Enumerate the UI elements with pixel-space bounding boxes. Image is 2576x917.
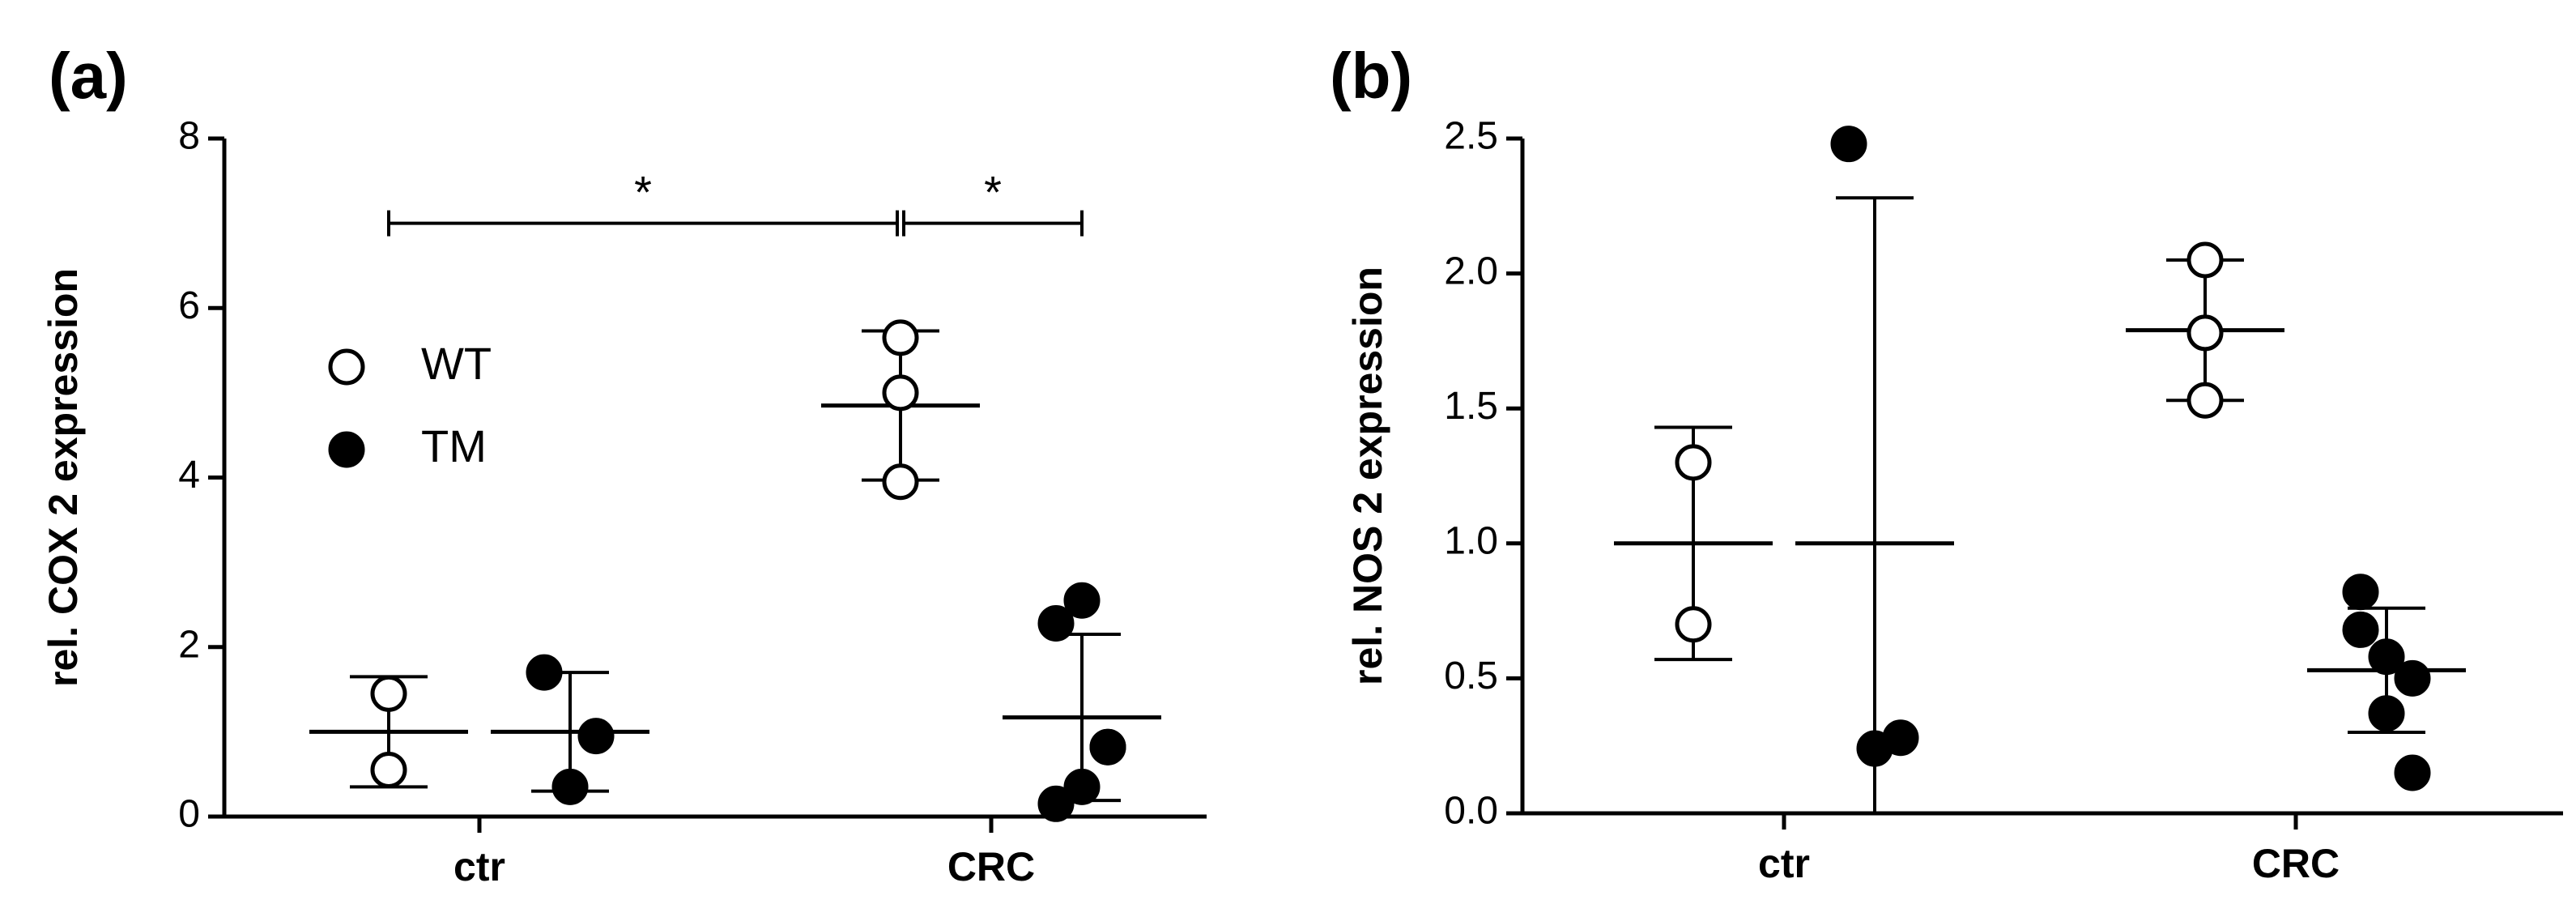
data-point [1063, 768, 1101, 805]
data-point [1830, 126, 1867, 163]
data-point [1675, 444, 1712, 481]
y-tick-label: 0.0 [1444, 790, 1498, 833]
panel: (b) rel. NOS 2 expression 0.0 0.5 1.0 1.5 2.0 2… [1330, 40, 2563, 886]
data-point [526, 654, 563, 691]
x-tick-label: CRC [947, 844, 1035, 889]
data-point [1037, 604, 1075, 642]
data-point [2394, 754, 2431, 791]
legend-label: WT [421, 338, 492, 389]
x-tick-label: ctr [1758, 841, 1810, 886]
data-point [2368, 638, 2405, 676]
data-point [551, 768, 589, 805]
data-point [1037, 785, 1075, 822]
data-point [370, 675, 407, 712]
data-point [2186, 314, 2224, 352]
y-tick-label: 0.5 [1444, 655, 1498, 697]
panel-label: (a) [49, 40, 128, 112]
data-point [2394, 659, 2431, 697]
y-tick-label: 2.0 [1444, 250, 1498, 292]
y-tick-label: 0 [178, 793, 200, 836]
panel-label: (b) [1330, 40, 1412, 112]
significance-label: * [634, 166, 652, 217]
data-point [2186, 241, 2224, 279]
y-tick-label: 8 [178, 115, 200, 158]
data-point [882, 374, 919, 412]
significance-label: * [984, 166, 1002, 217]
data-point [2342, 611, 2379, 648]
x-tick-label: ctr [453, 844, 505, 889]
data-point [1063, 582, 1101, 619]
data-point [1089, 728, 1126, 766]
y-tick-label: 1.0 [1444, 519, 1498, 562]
data-point [2342, 574, 2379, 611]
y-tick-label: 2.5 [1444, 115, 1498, 158]
data-point [1882, 719, 1919, 757]
y-axis-title: rel. COX 2 expression [40, 268, 86, 687]
data-point [882, 463, 919, 501]
y-tick-label: 2 [178, 623, 200, 666]
y-tick-label: 4 [178, 454, 200, 497]
y-axis-title: rel. NOS 2 expression [1345, 267, 1390, 685]
data-point [1675, 606, 1712, 643]
data-point [2186, 382, 2224, 419]
legend-marker [328, 431, 365, 468]
legend-marker [328, 348, 365, 386]
data-point [882, 319, 919, 356]
panel: (a) rel. COX 2 expression 0 2 4 6 8 ctr CRC * * WT T… [40, 40, 1207, 889]
data-point [577, 718, 615, 755]
y-tick-label: 1.5 [1444, 385, 1498, 428]
x-tick-label: CRC [2252, 841, 2340, 886]
data-point [2368, 695, 2405, 732]
y-tick-label: 6 [178, 284, 200, 327]
data-point [370, 751, 407, 788]
legend-label: TM [421, 420, 487, 471]
